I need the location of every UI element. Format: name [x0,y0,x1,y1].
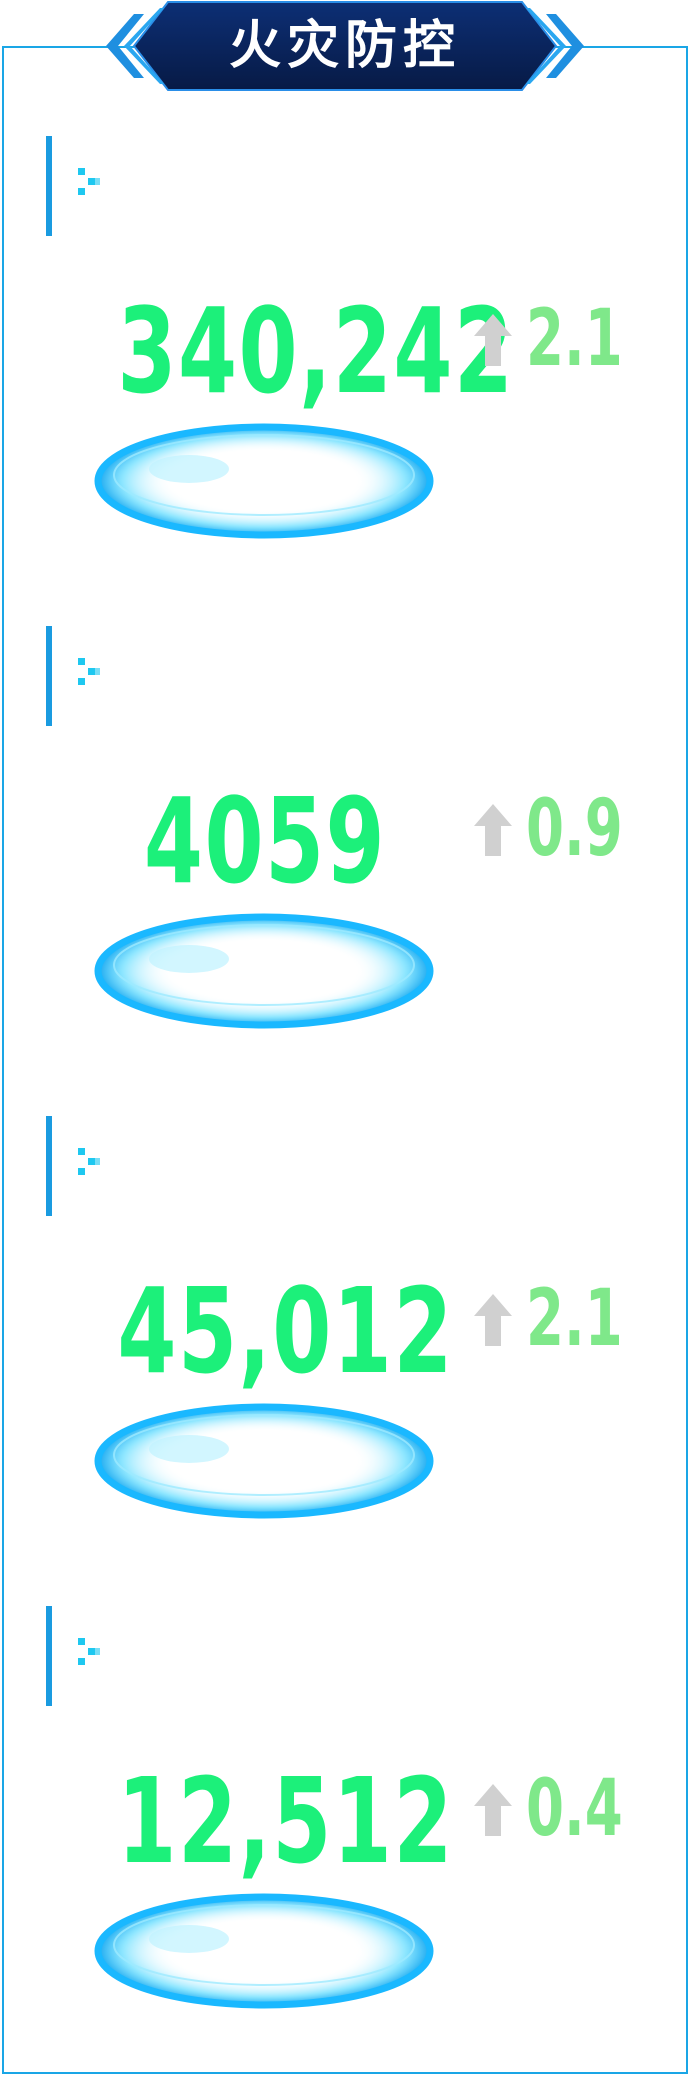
arrow-up-icon [474,314,512,366]
arrow-up-icon [474,1784,512,1836]
dots-icon [78,658,100,685]
metric-value: 4059 [143,772,387,910]
metric-card: 12,512 0.4 [0,1606,692,2086]
trend-value: 2.1 [526,1274,623,1364]
dots-icon [78,1638,100,1665]
banner-shape [106,1,584,91]
arrow-up-icon [474,1294,512,1346]
accent-bar [46,626,52,726]
glow-ring-pedestal [94,1403,434,1519]
glow-ring-pedestal [94,423,434,539]
metric-value: 45,012 [117,1262,454,1400]
metric-card: 45,012 2.1 [0,1116,692,1596]
metric-value: 340,242 [117,282,515,420]
trend-value: 2.1 [526,294,623,384]
dots-icon [78,1148,100,1175]
trend-value: 0.4 [526,1764,623,1854]
glow-ring-pedestal [94,1893,434,2009]
metric-card: 340,242 2.1 [0,136,692,616]
trend-value: 0.9 [526,784,623,874]
accent-bar [46,1116,52,1216]
title-banner: 火灾防控 [104,0,586,92]
accent-bar [46,1606,52,1706]
metric-card: 4059 0.9 [0,626,692,1106]
dots-icon [78,168,100,195]
page-title: 火灾防控 [228,16,461,76]
glow-ring-pedestal [94,913,434,1029]
metric-value: 12,512 [117,1752,454,1890]
accent-bar [46,136,52,236]
arrow-up-icon [474,804,512,856]
